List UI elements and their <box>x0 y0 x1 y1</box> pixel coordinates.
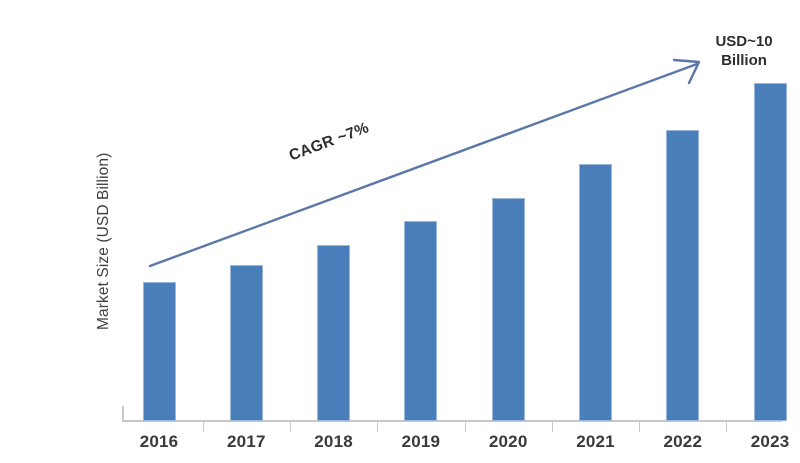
bar-2020 <box>491 197 525 421</box>
x-axis-tick <box>551 422 553 432</box>
x-axis-line <box>122 420 782 422</box>
endpoint-callout-line1: USD~10 <box>715 33 773 50</box>
x-axis-label-2020: 2020 <box>488 432 528 451</box>
bar-2017 <box>229 265 263 421</box>
bar-2016 <box>142 282 176 421</box>
y-axis-stub <box>122 406 124 421</box>
bar-2021 <box>579 163 612 421</box>
x-axis-label-2016: 2016 <box>139 432 179 451</box>
x-axis-label-2022: 2022 <box>663 432 703 451</box>
bar-2018 <box>317 245 351 421</box>
x-axis-tick <box>202 422 204 432</box>
x-axis-tick <box>377 422 379 432</box>
endpoint-callout-line2: Billion <box>721 52 767 69</box>
x-axis-tick <box>464 422 466 432</box>
bar-2023 <box>753 82 787 421</box>
bar-2019 <box>404 221 438 421</box>
x-axis-tick <box>289 422 291 432</box>
x-axis-label-2021: 2021 <box>576 432 615 451</box>
endpoint-callout: USD~10 Billion <box>694 32 794 70</box>
x-axis-label-2018: 2018 <box>314 432 353 451</box>
x-axis-label-2019: 2019 <box>401 432 441 451</box>
x-axis-label-2017: 2017 <box>226 432 266 451</box>
cagr-annotation: CAGR ~7% <box>286 119 372 165</box>
x-axis-tick <box>726 422 728 432</box>
bar-2022 <box>666 130 700 421</box>
y-axis-title: Market Size (USD Billion) <box>95 152 112 330</box>
x-axis-label-2023: 2023 <box>750 432 790 451</box>
x-axis-tick <box>639 422 641 432</box>
